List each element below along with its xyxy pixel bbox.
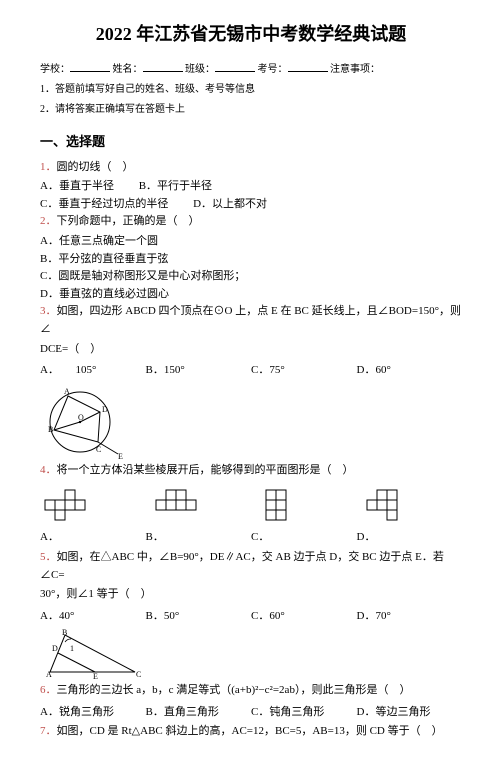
q3-optA-val: 105° — [75, 364, 96, 376]
label-school: 学校： — [40, 64, 70, 75]
label-class: 班级： — [185, 64, 215, 75]
q4-figB — [146, 485, 252, 525]
q6-optC: C．钝角三角形 — [251, 704, 357, 722]
svg-text:E: E — [118, 452, 123, 461]
q4-number: 4． — [40, 464, 57, 476]
q1-optA: A．垂直于半径 — [40, 180, 114, 192]
q5-stem1: 如图，在△ABC 中，∠B=90°，DE∥AC，交 AB 边于点 D，交 BC … — [40, 551, 444, 581]
svg-text:C: C — [96, 445, 101, 454]
q2-optA: A．任意三点确定一个圆 — [40, 233, 462, 251]
question-6: 6．三角形的三边长 a，b，c 满足等式（(a+b)²−c²=2ab），则此三角… — [40, 682, 462, 700]
q3-stem2: DCE=（ ） — [40, 341, 462, 359]
q5-optC: C．60° — [251, 608, 357, 626]
q4-optB: B． — [146, 529, 252, 547]
q3-stem1: 如图，四边形 ABCD 四个顶点在⊙O 上，点 E 在 BC 延长线上，且∠BO… — [40, 305, 461, 335]
q3-optB: B．150° — [146, 362, 252, 380]
q1-options-row1: A．垂直于半径 B．平行于半径 — [40, 178, 462, 196]
label-examno: 考号： — [258, 64, 288, 75]
info-fields: 学校： 姓名： 班级： 考号： 注意事项： — [40, 61, 462, 78]
svg-text:A: A — [46, 670, 52, 679]
q3-options: A． 105° B．150° C．75° D．60° — [40, 362, 462, 380]
question-1: 1．圆的切线（ ） — [40, 159, 462, 177]
svg-text:E: E — [93, 672, 98, 681]
q6-options: A．锐角三角形 B．直角三角形 C．钝角三角形 D．等边三角形 — [40, 704, 462, 722]
q1-options-row2: C．垂直于经过切点的半径 D．以上都不对 — [40, 196, 462, 214]
q3-figure: A D O B C E — [40, 382, 462, 462]
q7-stem: 如图，CD 是 Rt△ABC 斜边上的高，AC=12，BC=5，AB=13，则 … — [57, 725, 443, 737]
q5-number: 5． — [40, 551, 57, 563]
note-1: 1．答题前填写好自己的姓名、班级、考号等信息 — [40, 82, 462, 98]
q2-number: 2． — [40, 215, 57, 227]
q1-optD: D．以上都不对 — [193, 198, 267, 210]
q4-optD: D． — [357, 529, 463, 547]
q4-optC: C． — [251, 529, 357, 547]
q3-number: 3． — [40, 305, 57, 317]
q6-optB: B．直角三角形 — [146, 704, 252, 722]
q2-optB: B．平分弦的直径垂直于弦 — [40, 251, 462, 269]
note-2: 2．请将答案正确填写在答题卡上 — [40, 102, 462, 118]
q4-figD — [357, 485, 463, 525]
q5-optB: B．50° — [146, 608, 252, 626]
q5-optD: D．70° — [357, 608, 463, 626]
q6-optD: D．等边三角形 — [357, 704, 463, 722]
question-2: 2．下列命题中，正确的是（ ） — [40, 213, 462, 231]
page-title: 2022 年江苏省无锡市中考数学经典试题 — [40, 20, 462, 49]
q7-number: 7． — [40, 725, 57, 737]
svg-text:A: A — [64, 387, 70, 396]
q3-optC: C．75° — [251, 362, 357, 380]
svg-text:C: C — [136, 670, 141, 679]
q6-optA: A．锐角三角形 — [40, 704, 146, 722]
q4-optA: A． — [40, 529, 146, 547]
label-name: 姓名： — [113, 64, 143, 75]
q5-figure: A B C D E 1 — [40, 627, 462, 682]
q1-number: 1． — [40, 161, 57, 173]
q5-options: A．40° B．50° C．60° D．70° — [40, 608, 462, 626]
q2-optC: C．圆既是轴对称图形又是中心对称图形； — [40, 268, 462, 286]
q2-optD: D．垂直弦的直线必过圆心 — [40, 286, 462, 304]
label-notes: 注意事项： — [330, 64, 380, 75]
q1-optC: C．垂直于经过切点的半径 — [40, 198, 168, 210]
q4-figC — [251, 485, 357, 525]
q1-optB: B．平行于半径 — [139, 180, 212, 192]
q3-optD: D．60° — [357, 362, 463, 380]
q3-optA: A． — [40, 364, 53, 376]
q2-stem: 下列命题中，正确的是（ ） — [57, 215, 200, 227]
question-4: 4．将一个立方体沿某些棱展开后，能够得到的平面图形是（ ） — [40, 462, 462, 480]
q4-figures — [40, 485, 462, 525]
question-7: 7．如图，CD 是 Rt△ABC 斜边上的高，AC=12，BC=5，AB=13，… — [40, 723, 462, 741]
svg-text:B: B — [48, 425, 53, 434]
section-1-heading: 一、选择题 — [40, 132, 462, 153]
q4-stem: 将一个立方体沿某些棱展开后，能够得到的平面图形是（ ） — [57, 464, 354, 476]
q1-stem: 圆的切线（ ） — [57, 161, 134, 173]
q5-stem2: 30°，则∠1 等于（ ） — [40, 586, 462, 604]
svg-text:D: D — [102, 405, 108, 414]
q4-options: A． B． C． D． — [40, 529, 462, 547]
q6-stem: 三角形的三边长 a，b，c 满足等式（(a+b)²−c²=2ab），则此三角形是… — [57, 684, 411, 696]
question-5: 5．如图，在△ABC 中，∠B=90°，DE∥AC，交 AB 边于点 D，交 B… — [40, 549, 462, 584]
question-3: 3．如图，四边形 ABCD 四个顶点在⊙O 上，点 E 在 BC 延长线上，且∠… — [40, 303, 462, 338]
q5-optA: A．40° — [40, 608, 146, 626]
q4-figA — [40, 485, 146, 525]
q6-number: 6． — [40, 684, 57, 696]
svg-text:B: B — [62, 628, 67, 637]
